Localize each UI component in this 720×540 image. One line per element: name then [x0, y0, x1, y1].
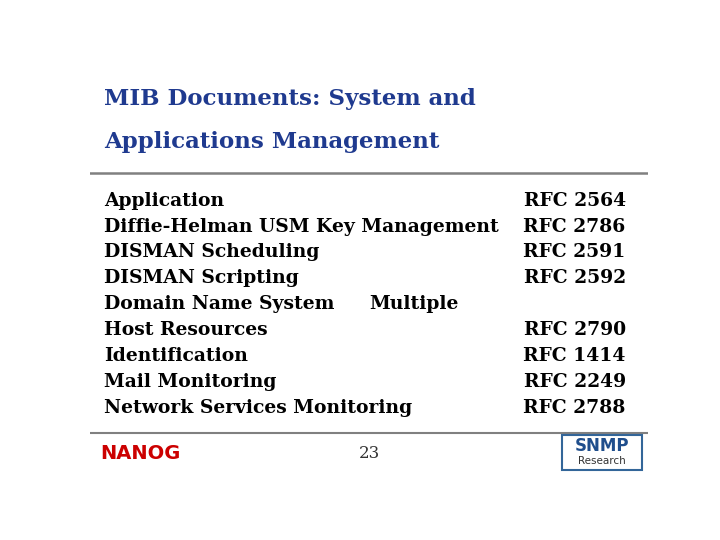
Text: Host Resources: Host Resources: [104, 321, 268, 339]
Text: SNMP: SNMP: [575, 437, 629, 455]
Text: RFC 2790: RFC 2790: [523, 321, 626, 339]
Text: Diffie-Helman USM Key Management: Diffie-Helman USM Key Management: [104, 218, 499, 235]
Text: Mail Monitoring: Mail Monitoring: [104, 373, 276, 391]
Text: DISMAN Scheduling: DISMAN Scheduling: [104, 244, 320, 261]
Text: DISMAN Scripting: DISMAN Scripting: [104, 269, 299, 287]
Text: Application: Application: [104, 192, 224, 210]
Text: Applications Management: Applications Management: [104, 131, 439, 153]
Text: MIB Documents: System and: MIB Documents: System and: [104, 87, 476, 110]
Text: RFC 2591: RFC 2591: [523, 244, 626, 261]
Text: Multiple: Multiple: [369, 295, 459, 313]
Text: RFC 2249: RFC 2249: [523, 373, 626, 391]
Text: Network Services Monitoring: Network Services Monitoring: [104, 399, 412, 417]
Text: 23: 23: [359, 445, 379, 462]
Text: RFC 2592: RFC 2592: [523, 269, 626, 287]
Text: NANOG: NANOG: [100, 444, 181, 463]
Text: RFC 2788: RFC 2788: [523, 399, 626, 417]
Text: RFC 1414: RFC 1414: [523, 347, 626, 365]
Text: RFC 2564: RFC 2564: [523, 192, 626, 210]
Text: Identification: Identification: [104, 347, 248, 365]
Text: RFC 2786: RFC 2786: [523, 218, 626, 235]
Text: Domain Name System: Domain Name System: [104, 295, 334, 313]
FancyBboxPatch shape: [562, 435, 642, 470]
Text: Research: Research: [578, 456, 626, 467]
